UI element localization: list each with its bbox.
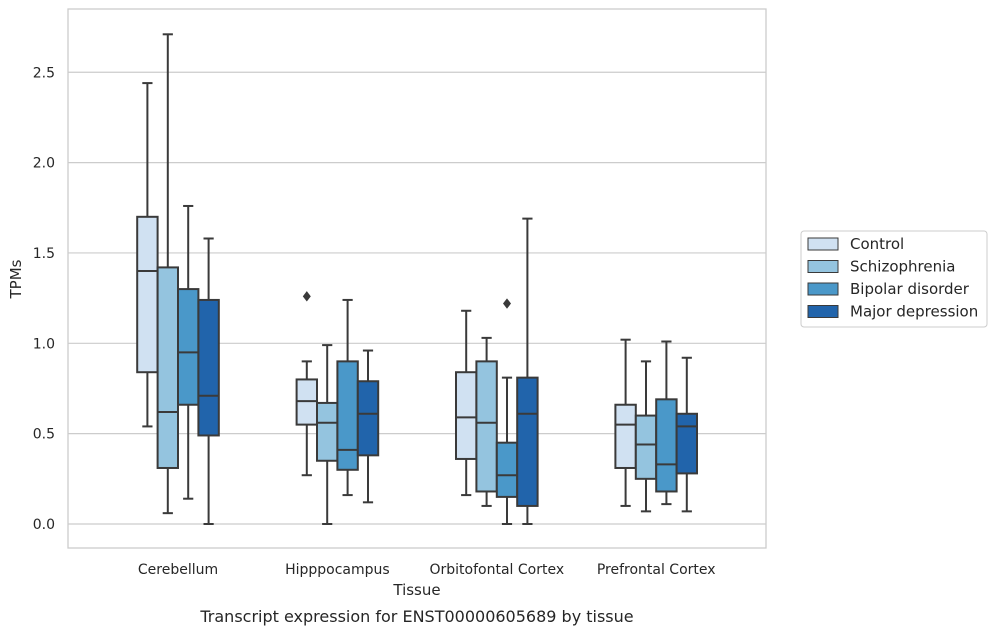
box-0-0 — [136, 82, 159, 428]
legend-label: Control — [850, 235, 904, 253]
box-iqr — [316, 401, 339, 462]
box-2-1 — [475, 336, 498, 507]
box-iqr — [336, 360, 359, 471]
legend-frame — [800, 230, 988, 328]
box-iqr — [136, 215, 159, 374]
box-iqr — [177, 288, 200, 406]
y-tick-label: 0.0 — [33, 517, 55, 533]
box-iqr — [614, 403, 637, 469]
box-iqr — [516, 376, 539, 507]
y-tick-label: 1.5 — [33, 246, 55, 262]
box-iqr — [634, 414, 658, 480]
box-0-3 — [197, 237, 220, 525]
y-tick-label: 2.5 — [33, 65, 55, 81]
box-iqr — [197, 298, 220, 437]
plot-frame — [67, 8, 767, 549]
y-tick-label: 1.0 — [33, 336, 55, 352]
box-1-0 — [295, 291, 319, 477]
x-tick-label: Hipppocampus — [285, 562, 390, 578]
x-axis-label: Tissue — [392, 581, 440, 599]
box-2-0 — [455, 309, 478, 497]
legend-label: Schizophrenia — [850, 258, 955, 276]
box-1-3 — [356, 349, 380, 504]
chart-caption: Transcript expression for ENST0000060568… — [199, 607, 633, 626]
box-iqr — [475, 360, 498, 493]
box-series — [136, 33, 698, 525]
y-axis-label: TPMs — [7, 259, 25, 299]
legend: Control Schizophrenia Bipolar disorder Majo… — [800, 230, 988, 328]
x-tick-label: Prefrontal Cortex — [597, 562, 716, 578]
box-iqr — [156, 266, 180, 469]
y-tick-label: 0.5 — [33, 427, 55, 443]
legend-swatch — [807, 305, 839, 318]
box-3-2 — [655, 340, 678, 506]
box-3-3 — [675, 356, 698, 513]
legend-items: Control Schizophrenia Bipolar disorder Majo… — [807, 235, 978, 321]
x-tick-label: Orbitofontal Cortex — [429, 562, 564, 578]
legend-swatch — [807, 282, 839, 296]
box-iqr — [675, 412, 698, 475]
box-1-2 — [336, 298, 359, 497]
legend-swatch — [807, 237, 839, 251]
box-2-3 — [516, 217, 539, 525]
legend-label: Bipolar disorder — [850, 280, 970, 298]
box-3-1 — [634, 360, 658, 513]
y-axis-ticks: 0.0 0.5 1.0 1.5 2.0 2.5 — [33, 65, 55, 533]
legend-swatch — [807, 260, 839, 273]
box-iqr — [455, 371, 478, 460]
box-0-2 — [177, 204, 200, 500]
box-2-2 — [495, 298, 519, 525]
box-iqr — [356, 380, 380, 457]
x-axis-ticks: Cerebellum Hipppocampus Orbitofontal Corte… — [138, 562, 716, 578]
box-0-1 — [156, 33, 180, 515]
legend-label: Major depression — [850, 303, 978, 321]
outlier-point — [503, 298, 511, 309]
box-iqr — [495, 441, 519, 498]
outlier-point — [302, 291, 311, 302]
box-iqr — [655, 398, 678, 493]
box-1-1 — [316, 344, 339, 525]
box-3-0 — [614, 338, 637, 507]
x-tick-label: Cerebellum — [138, 562, 218, 578]
y-tick-label: 2.0 — [33, 156, 55, 172]
